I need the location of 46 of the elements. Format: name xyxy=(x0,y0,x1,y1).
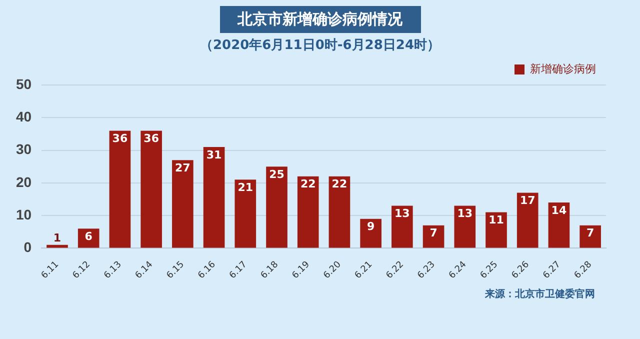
y-tick-label: 20 xyxy=(16,174,32,190)
chart-title: 北京市新增确诊病例情况 xyxy=(220,6,420,33)
bar xyxy=(109,130,131,248)
data-label: 13 xyxy=(394,207,410,220)
data-label: 22 xyxy=(332,178,348,191)
data-label: 36 xyxy=(112,132,128,146)
y-tick-label: 10 xyxy=(16,206,32,222)
data-label: 9 xyxy=(366,220,375,234)
y-tick-label: 50 xyxy=(16,76,32,92)
y-tick-label: 30 xyxy=(16,141,32,158)
data-label: 11 xyxy=(488,214,504,227)
bar xyxy=(548,202,570,248)
bar xyxy=(46,244,68,248)
data-label: 25 xyxy=(269,168,284,181)
bar xyxy=(516,192,538,248)
data-label: 17 xyxy=(520,194,536,208)
bar xyxy=(172,160,194,248)
data-label: 7 xyxy=(430,226,438,240)
data-label: 21 xyxy=(238,181,254,194)
source-note: 来源：北京市卫健委官网 xyxy=(485,287,595,301)
data-label: 31 xyxy=(206,148,222,162)
bar xyxy=(486,212,507,248)
y-tick-label: 0 xyxy=(24,239,32,256)
bar xyxy=(297,176,319,248)
data-label: 1 xyxy=(53,231,62,244)
y-tick-label: 40 xyxy=(16,108,32,124)
data-label: 7 xyxy=(586,226,594,240)
bar xyxy=(454,206,476,248)
legend-label: 新增确诊病例 xyxy=(530,62,596,76)
chart-subtitle: （2020年6月11日0时-6月28日24时） xyxy=(199,37,441,54)
bar xyxy=(203,147,225,248)
bar xyxy=(392,206,413,248)
data-label: 14 xyxy=(551,204,567,217)
data-label: 27 xyxy=(175,161,190,174)
bar xyxy=(234,180,256,248)
data-label: 6 xyxy=(84,230,93,243)
data-label: 22 xyxy=(300,178,316,191)
data-label: 36 xyxy=(144,132,160,146)
bar xyxy=(266,166,288,248)
bar xyxy=(140,130,162,248)
bar xyxy=(328,176,350,248)
bar xyxy=(422,225,444,248)
data-label: 13 xyxy=(457,207,473,220)
bar xyxy=(580,225,601,248)
bar xyxy=(360,218,382,248)
bar xyxy=(78,228,100,248)
